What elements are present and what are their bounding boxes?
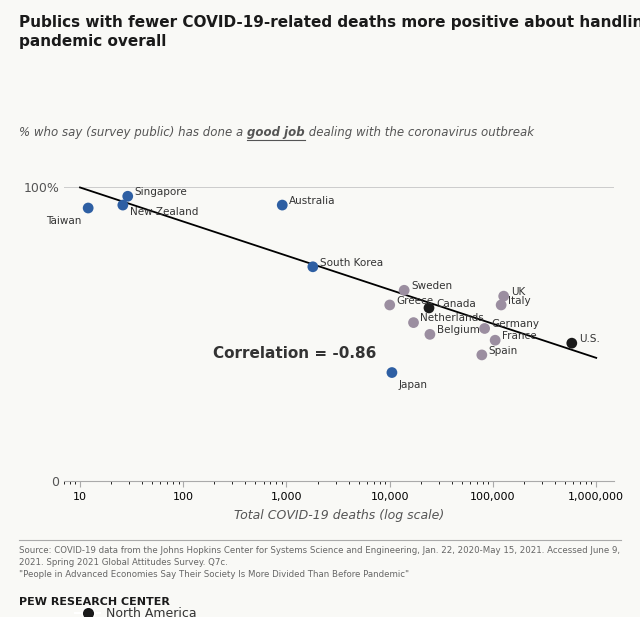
Point [277,200,287,210]
Point [308,262,318,271]
Point [387,368,397,378]
Point [83,203,93,213]
Text: South Korea: South Korea [320,258,383,268]
Point [118,200,128,210]
Legend: North America, Europe, Asia-Pacific: North America, Europe, Asia-Pacific [70,602,202,617]
Text: Source: COVID-19 data from the Johns Hopkins Center for Systems Science and Engi: Source: COVID-19 data from the Johns Hop… [19,546,620,579]
Text: France: France [502,331,537,341]
Text: Australia: Australia [289,196,336,206]
Text: PEW RESEARCH CENTER: PEW RESEARCH CENTER [19,597,170,607]
Text: Netherlands: Netherlands [420,313,484,323]
Text: Japan: Japan [399,380,428,390]
Text: Canada: Canada [436,299,476,308]
Point [424,303,434,313]
Text: U.S.: U.S. [579,334,600,344]
Point [477,350,487,360]
Point [399,285,410,295]
Text: % who say (survey public) has done a: % who say (survey public) has done a [19,126,247,139]
Point [499,291,509,301]
Point [385,300,395,310]
Point [566,338,577,348]
Text: Belgium: Belgium [437,325,480,335]
Text: dealing with the coronavirus outbreak: dealing with the coronavirus outbreak [305,126,534,139]
Point [425,329,435,339]
X-axis label: Total COVID-19 deaths (log scale): Total COVID-19 deaths (log scale) [234,508,444,521]
Text: Italy: Italy [508,296,531,306]
Text: Spain: Spain [489,346,518,356]
Text: Sweden: Sweden [411,281,452,291]
Text: New Zealand: New Zealand [130,207,198,217]
Text: UK: UK [511,287,525,297]
Text: Taiwan: Taiwan [46,215,81,226]
Point [479,323,490,333]
Text: Publics with fewer COVID-19-related deaths more positive about handling of
pande: Publics with fewer COVID-19-related deat… [19,15,640,49]
Text: Germany: Germany [492,320,540,329]
Text: Greece: Greece [397,296,434,306]
Point [408,318,419,328]
Text: good job: good job [247,126,305,139]
Point [496,300,506,310]
Point [490,335,500,345]
Text: Correlation = -0.86: Correlation = -0.86 [212,346,376,361]
Text: Singapore: Singapore [134,187,188,197]
Point [123,191,133,201]
